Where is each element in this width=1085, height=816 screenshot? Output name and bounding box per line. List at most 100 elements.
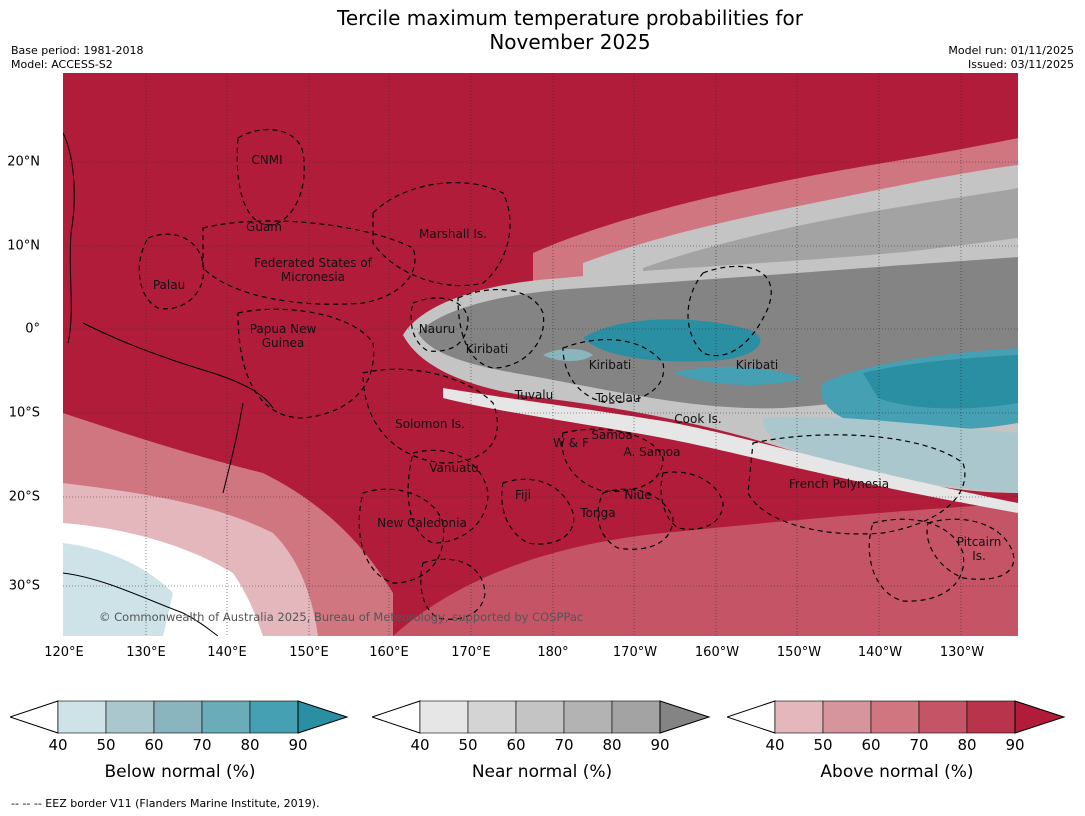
copyright-notice: © Commonwealth of Australia 2025, Bureau…: [99, 610, 584, 624]
model-name: Model: ACCESS-S2: [11, 58, 113, 71]
colorbar-swatch: [870, 700, 920, 734]
colorbar-swatch: [515, 700, 565, 734]
colorbar-tick: 90: [1005, 736, 1025, 754]
lon-tick: 160°E: [369, 645, 409, 660]
colorbar-tick: 50: [458, 736, 478, 754]
lat-tick: 30°S: [8, 578, 40, 594]
issued-date: Issued: 03/11/2025: [967, 58, 1074, 71]
colorbar-tick: 40: [765, 736, 785, 754]
colorbar-high-arrow: [1014, 700, 1066, 734]
region-label: Kiribati: [465, 342, 509, 356]
colorbar-tick: 50: [813, 736, 833, 754]
colorbar-strip: [372, 700, 711, 734]
lon-tick: 120°E: [44, 645, 84, 660]
region-label: Kiribati: [588, 358, 632, 372]
colorbar-tick: 80: [602, 736, 622, 754]
region-label: Solomon Is.: [395, 417, 465, 431]
base-period: Base period: 1981-2018: [11, 44, 144, 57]
lat-tick: 20°N: [7, 154, 40, 170]
lon-tick: 150°W: [776, 645, 822, 660]
colorbar-below-normal: 40 50 60 70 80 90 Below normal (%): [10, 700, 350, 800]
colorbar-tick: 70: [554, 736, 574, 754]
colorbar-high-arrow: [297, 700, 349, 734]
region-label: Federated States of Micronesia: [254, 256, 372, 284]
colorbar-strip: [10, 700, 349, 734]
colorbar-label: Above normal (%): [820, 762, 974, 782]
lon-tick: 170°E: [451, 645, 491, 660]
lon-tick: 160°W: [694, 645, 740, 660]
colorbar-tick: 60: [861, 736, 881, 754]
colorbar-low-arrow: [727, 700, 776, 734]
region-label: Tonga: [580, 506, 616, 520]
eez-footnote: -- -- -- EEZ border V11 (Flanders Marine…: [11, 797, 320, 810]
colorbar-swatch: [419, 700, 469, 734]
region-label: W & F: [553, 436, 589, 450]
region-label: Pitcairn Is.: [956, 535, 1002, 563]
colorbar-tick: 60: [144, 736, 164, 754]
meta-left: Base period: 1981-2018 Model: ACCESS-S2: [11, 44, 143, 72]
lon-tick: 170°W: [612, 645, 658, 660]
colorbar-swatch: [249, 700, 299, 734]
lon-tick: 180°: [537, 645, 569, 660]
colorbar-label: Below normal (%): [104, 762, 256, 782]
colorbar-strip: [727, 700, 1066, 734]
chart-title: Tercile maximum temperature probabilitie…: [0, 6, 1085, 54]
colorbar-swatch: [201, 700, 251, 734]
colorbar-tick: 70: [909, 736, 929, 754]
region-label: Papua New Guinea: [249, 322, 317, 350]
colorbar-swatch: [966, 700, 1016, 734]
region-label: Tokelau: [595, 391, 641, 405]
region-label: Cook Is.: [674, 412, 722, 426]
lon-tick: 130°W: [939, 645, 985, 660]
lon-tick: 140°E: [207, 645, 247, 660]
lon-tick: 150°E: [289, 645, 329, 660]
colorbar-above-normal: 40 50 60 70 80 90 Above normal (%): [727, 700, 1067, 800]
colorbar-near-normal: 40 50 60 70 80 90 Near normal (%): [372, 700, 712, 800]
colorbar-tick: 80: [957, 736, 977, 754]
region-label: Samoa: [591, 428, 633, 442]
lat-tick: 10°S: [8, 405, 40, 421]
colorbar-tick: 90: [650, 736, 670, 754]
region-label: Nauru: [418, 322, 456, 336]
colorbar-swatch: [774, 700, 824, 734]
region-label: Vanuatu: [429, 461, 479, 475]
colorbar-label: Near normal (%): [471, 762, 613, 782]
colorbar-tick: 60: [506, 736, 526, 754]
lon-tick: 130°E: [126, 645, 166, 660]
region-label: CNMI: [251, 153, 283, 167]
region-label: Fiji: [514, 488, 532, 502]
title-line-2: November 2025: [489, 30, 651, 54]
region-label: Niue: [624, 488, 652, 502]
colorbar-tick: 80: [240, 736, 260, 754]
lon-tick: 140°W: [857, 645, 903, 660]
lat-tick: 10°N: [7, 238, 40, 254]
colorbar-swatch: [611, 700, 661, 734]
region-label: Marshall Is.: [419, 227, 487, 241]
colorbar-tick: 70: [192, 736, 212, 754]
colorbar-low-arrow: [10, 700, 59, 734]
colorbar-swatch: [153, 700, 203, 734]
meta-right: Model run: 01/11/2025 Issued: 03/11/2025: [948, 44, 1074, 72]
region-label: Tuvalu: [514, 388, 554, 402]
colorbar-swatch: [105, 700, 155, 734]
colorbar-low-arrow: [372, 700, 421, 734]
model-run: Model run: 01/11/2025: [948, 44, 1074, 57]
region-label: Kiribati: [735, 358, 779, 372]
region-label: Guam: [246, 220, 282, 234]
region-label: Palau: [152, 278, 186, 292]
colorbar-high-arrow: [659, 700, 711, 734]
lat-tick: 0°: [25, 321, 40, 337]
colorbar-swatch: [918, 700, 968, 734]
colorbar-tick: 40: [410, 736, 430, 754]
map-shading: [63, 73, 1018, 636]
probability-map: CNMI Guam Marshall Is. Palau Federated S…: [63, 73, 1018, 636]
region-label: A. Samoa: [623, 445, 681, 459]
colorbar-swatch: [467, 700, 517, 734]
colorbar-tick: 40: [48, 736, 68, 754]
title-line-1: Tercile maximum temperature probabilitie…: [337, 6, 803, 30]
colorbar-tick: 50: [96, 736, 116, 754]
region-label: French Polynesia: [788, 477, 890, 491]
colorbar-tick: 90: [288, 736, 308, 754]
region-label: New Caledonia: [377, 516, 467, 530]
colorbar-swatch: [563, 700, 613, 734]
